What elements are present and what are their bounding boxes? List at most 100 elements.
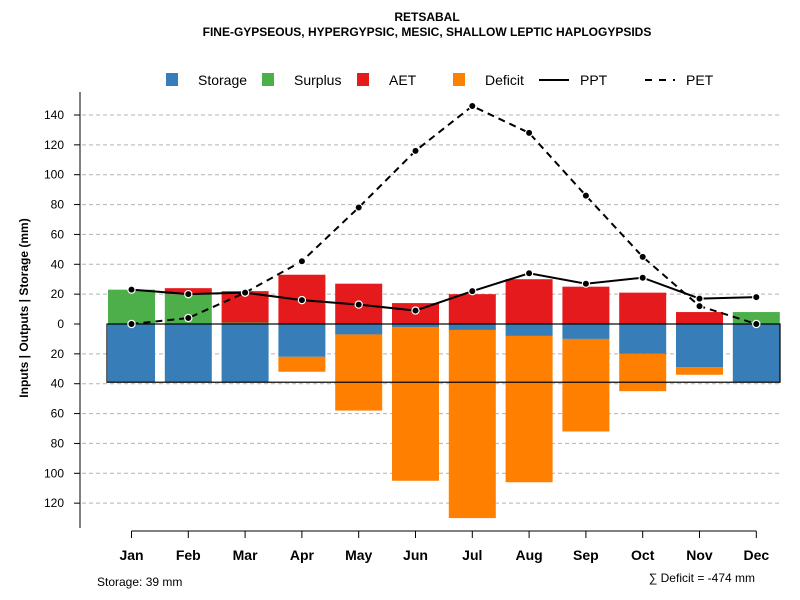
axes: 140 120 100 80 60 40 20 0 20 40 60 80 100 120 Jan Feb Ma… xyxy=(44,92,769,563)
month-label: Jun xyxy=(403,547,428,563)
point-ppt xyxy=(468,286,477,296)
month-label: Mar xyxy=(233,547,258,563)
bar-storage xyxy=(335,324,383,335)
point-ppt xyxy=(184,289,193,299)
point-pet xyxy=(184,313,193,323)
point-pet xyxy=(240,288,250,297)
point-ppt xyxy=(411,306,420,315)
y-tick-label: 100 xyxy=(44,466,64,480)
legend-swatch-storage xyxy=(166,73,178,86)
chart-title: RETSABAL xyxy=(394,10,459,24)
point-ppt xyxy=(638,273,647,282)
y-tick-label: 60 xyxy=(51,227,65,241)
bar-deficit xyxy=(392,326,439,481)
month-label: Jul xyxy=(462,547,482,563)
month-label: Nov xyxy=(686,547,713,563)
legend-label: PPT xyxy=(580,72,608,88)
month-label: Sep xyxy=(573,547,599,563)
line-ppt xyxy=(131,272,757,312)
point-ppt xyxy=(127,285,136,294)
y-tick-label: 120 xyxy=(44,496,64,510)
point-pet xyxy=(297,257,307,266)
bar-deficit xyxy=(278,356,326,372)
bar-storage xyxy=(505,324,553,336)
y-tick-label: 80 xyxy=(51,198,65,212)
bar-aet xyxy=(562,286,610,324)
month-label: Oct xyxy=(631,547,655,563)
bar-storage xyxy=(108,324,155,383)
bar-deficit xyxy=(676,367,723,375)
month-label: Apr xyxy=(290,547,315,563)
point-ppt xyxy=(752,292,761,302)
point-pet xyxy=(354,203,363,212)
y-tick-label: 40 xyxy=(51,377,65,391)
legend-swatch-deficit xyxy=(453,73,465,86)
month-label: Jan xyxy=(119,547,143,563)
bar-deficit xyxy=(335,334,383,411)
month-label: Dec xyxy=(743,547,769,563)
bar-deficit xyxy=(619,353,667,392)
bar-surplus xyxy=(108,289,155,324)
point-pet xyxy=(638,252,647,262)
y-tick-label: 60 xyxy=(51,407,65,421)
bar-aet xyxy=(448,294,496,324)
y-tick-label: 100 xyxy=(44,168,64,182)
y-tick-label: 0 xyxy=(57,317,64,331)
bar-storage xyxy=(676,324,723,368)
point-pet xyxy=(411,146,420,156)
y-tick-label: 140 xyxy=(44,108,64,122)
point-pet xyxy=(524,128,534,138)
deficit-note: ∑ Deficit = -474 mm xyxy=(649,571,755,585)
line-layer xyxy=(127,101,761,329)
bar-storage xyxy=(448,324,496,330)
legend-label: Deficit xyxy=(485,72,524,88)
point-ppt xyxy=(524,269,534,278)
bar-aet xyxy=(619,292,667,324)
bar-storage xyxy=(562,324,610,339)
bar-layer xyxy=(106,274,781,519)
legend-label: AET xyxy=(389,72,417,88)
legend: Storage Surplus AET Deficit PPT PET xyxy=(166,72,714,88)
bar-storage xyxy=(221,324,269,383)
point-pet xyxy=(752,319,761,329)
line-pet xyxy=(131,104,757,325)
bar-surplus xyxy=(732,312,780,324)
legend-swatch-surplus xyxy=(262,73,274,86)
month-label: Feb xyxy=(176,547,201,563)
legend-swatch-aet xyxy=(357,73,369,86)
storage-capacity-box xyxy=(106,323,781,383)
chart-subtitle: FINE-GYPSEOUS, HYPERGYPSIC, MESIC, SHALL… xyxy=(203,25,652,39)
y-axis-title: Inputs | Outputs | Storage (mm) xyxy=(17,218,31,397)
point-pet xyxy=(695,301,704,311)
month-label: May xyxy=(345,547,372,563)
y-tick-label: 80 xyxy=(51,436,65,450)
bar-storage xyxy=(732,324,780,383)
point-pet xyxy=(468,101,477,111)
point-pet xyxy=(581,191,591,200)
bar-storage xyxy=(278,324,326,357)
y-tick-label: 40 xyxy=(51,257,65,271)
point-ppt xyxy=(581,279,591,288)
y-tick-label: 20 xyxy=(51,287,65,301)
bar-aet xyxy=(676,312,723,324)
point-pet xyxy=(127,319,136,329)
bar-storage xyxy=(164,324,212,383)
bar-surplus xyxy=(221,322,269,324)
legend-label: Storage xyxy=(198,72,247,88)
bar-storage xyxy=(392,324,439,327)
y-tick-label: 120 xyxy=(44,138,64,152)
legend-label: PET xyxy=(686,72,714,88)
bar-deficit xyxy=(505,335,553,483)
legend-label: Surplus xyxy=(294,72,341,88)
point-ppt xyxy=(695,294,704,303)
bar-deficit xyxy=(448,329,496,519)
bar-storage xyxy=(619,324,667,354)
month-label: Aug xyxy=(515,547,542,563)
bar-deficit xyxy=(562,338,610,432)
point-ppt xyxy=(354,300,363,309)
y-tick-label: 20 xyxy=(51,347,65,361)
point-ppt xyxy=(297,295,307,305)
bar-aet xyxy=(505,279,553,324)
storage-note: Storage: 39 mm xyxy=(97,575,182,589)
